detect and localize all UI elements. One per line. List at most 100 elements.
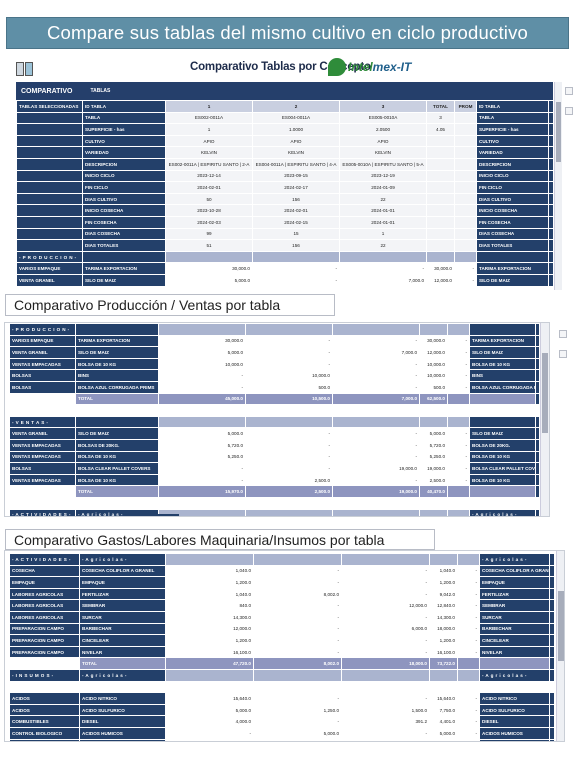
table-header-row: TABLAS SELECCIONADAS ID TABLA 1 2 3 TOTAL PROM… xyxy=(16,100,554,113)
row-label-right: BOLSA DE 10 KG xyxy=(469,357,536,371)
value-cell: 156 xyxy=(252,239,340,252)
average-cell: - xyxy=(457,726,480,740)
section-fill xyxy=(457,668,480,682)
average-cell: - xyxy=(447,357,470,371)
tool-icon[interactable] xyxy=(565,107,573,115)
value-cell: - xyxy=(245,438,333,452)
value-cell: 2024-02-17 xyxy=(252,181,340,194)
empty-cell xyxy=(75,404,159,417)
section-fill xyxy=(158,323,246,336)
table-row: INICIO COSECHA 2023-10-28 2024-02-01 2024-0… xyxy=(16,204,554,217)
value-cell: APIO xyxy=(165,134,253,148)
row-edge xyxy=(535,485,540,498)
value-cell: 5,000.0 xyxy=(158,427,246,440)
row-label-cell: CULTIVO xyxy=(82,134,166,148)
row-edge xyxy=(535,438,540,452)
total-cell: 500.0 xyxy=(419,380,448,394)
vertical-scrollbar[interactable] xyxy=(554,82,562,290)
section-fill xyxy=(426,250,455,264)
horizontal-scroll-thumb[interactable] xyxy=(139,514,179,516)
value-cell: - xyxy=(245,427,333,440)
table-row xyxy=(9,496,540,510)
value-cell: 2024-02-01 xyxy=(252,204,340,217)
empty-cell xyxy=(245,496,333,510)
section-fill xyxy=(332,323,420,336)
tool-icon[interactable] xyxy=(559,350,567,358)
row-label-right: TARIMA EXPORTACION xyxy=(469,334,536,348)
row-edge xyxy=(549,692,555,705)
comparison-panel-tables: Comparativo Tablas por Concepto Intelmex… xyxy=(10,55,573,290)
value-cell: 5,000.0 xyxy=(165,703,254,717)
value-cell: 5,000.0 xyxy=(165,273,253,287)
table-row: TOTAL 45,000.0 10,500.0 7,000.0 62,500.0 xyxy=(9,392,540,406)
page-banner: Compare sus tablas del mismo cultivo en … xyxy=(6,17,569,49)
row-edge xyxy=(548,123,554,136)
row-edge xyxy=(549,587,555,601)
value-cell: 1,040.0 xyxy=(165,587,254,601)
row-label-right: DIAS COSECHA xyxy=(476,227,549,241)
row-label-cell: VARIEDAD xyxy=(82,146,166,159)
row-label-right: BOLSA DE 10 KG xyxy=(469,473,536,487)
empty-cell xyxy=(79,680,166,694)
row-label-right: DIAS CULTIVO xyxy=(476,192,549,206)
table-row: PREPARACION CAMPO CINCELEAR 1,200.0- -1,200… xyxy=(9,634,555,647)
row-edge xyxy=(548,111,554,125)
row-edge xyxy=(548,250,554,264)
row-group-cell: PREPARACION CAMPO xyxy=(9,622,80,636)
tool-icon[interactable] xyxy=(559,330,567,338)
table-row: TOTAL 15,970.0 2,500.0 19,000.0 40,470.0 xyxy=(9,485,540,498)
empty-cell xyxy=(469,496,536,510)
average-cell: - xyxy=(457,692,480,705)
table-row: BOLSAS BINS -10,000.0-10,000.0- BINS xyxy=(9,369,540,382)
value-cell: - xyxy=(158,380,246,394)
total-cell xyxy=(426,146,455,159)
table-row: FIN COSECHA 2024-02-03 2024-02-15 2024-01-0… xyxy=(16,215,554,229)
value-cell: 5,000.0 xyxy=(253,726,342,740)
comparison-panel-costs: - A C T I V I D A D E S -- A g r i c o l… xyxy=(4,550,565,742)
section-fill xyxy=(429,553,458,566)
row-group-cell: VENTA GRANEL xyxy=(9,346,76,359)
row-edge xyxy=(549,703,555,717)
average-cell: - xyxy=(457,634,480,647)
row-edge xyxy=(549,599,555,612)
row-label-right: SUPERFICIE - has xyxy=(476,123,549,136)
value-cell: KELVIN xyxy=(339,146,427,159)
row-label-right: BOLSA DE 10 KG xyxy=(469,450,536,464)
value-cell: - xyxy=(341,645,430,659)
row-group-cell xyxy=(16,192,83,206)
row-label-cell: INICIO CICLO xyxy=(82,169,166,183)
value-cell: - xyxy=(341,576,430,589)
row-edge xyxy=(535,473,540,487)
value-cell: 2,500.0 xyxy=(245,473,333,487)
total-cell: 30,000.0 xyxy=(426,262,455,275)
row-label-right: CULTIVO xyxy=(476,134,549,148)
section-fill xyxy=(341,553,430,566)
row-edge xyxy=(535,392,540,406)
row-label-cell: COSECHA COLIFLOR A GRANEL xyxy=(79,564,166,578)
tool-icon[interactable] xyxy=(565,87,573,95)
total-cell: 5,000.0 xyxy=(429,726,458,740)
average-cell xyxy=(454,215,477,229)
total-cell xyxy=(426,181,455,194)
row-edge xyxy=(535,346,540,359)
row-group-cell xyxy=(16,111,83,125)
leaf-icon xyxy=(328,58,346,76)
total-cell: 10,000.0 xyxy=(419,357,448,371)
vertical-scrollbar[interactable] xyxy=(556,551,564,741)
empty-cell xyxy=(479,680,550,694)
table-row: LABORES AGRICOLAS SEMBRAR 840.0-12,000.0 12… xyxy=(9,599,555,612)
comparison-table: TABLAS SELECCIONADAS ID TABLA 1 2 3 TOTAL PROM… xyxy=(16,100,554,287)
section-fill xyxy=(165,250,253,264)
value-cell: - xyxy=(253,599,342,612)
row-edge xyxy=(549,634,555,647)
vertical-scrollbar[interactable] xyxy=(540,323,549,516)
value-cell: 14,300.0 xyxy=(165,610,254,624)
table-row: DIAS COSECHA 99 15 1 DIAS COSECHA xyxy=(16,227,554,241)
total-cell: 16,100.0 xyxy=(429,645,458,659)
row-label-cell: FIN CICLO xyxy=(82,181,166,194)
row-edge xyxy=(535,450,540,464)
row-label-right: BARBECHAR xyxy=(479,622,550,636)
value-cell: - xyxy=(253,645,342,659)
empty-cell xyxy=(158,496,246,510)
empty-cell xyxy=(457,680,480,694)
